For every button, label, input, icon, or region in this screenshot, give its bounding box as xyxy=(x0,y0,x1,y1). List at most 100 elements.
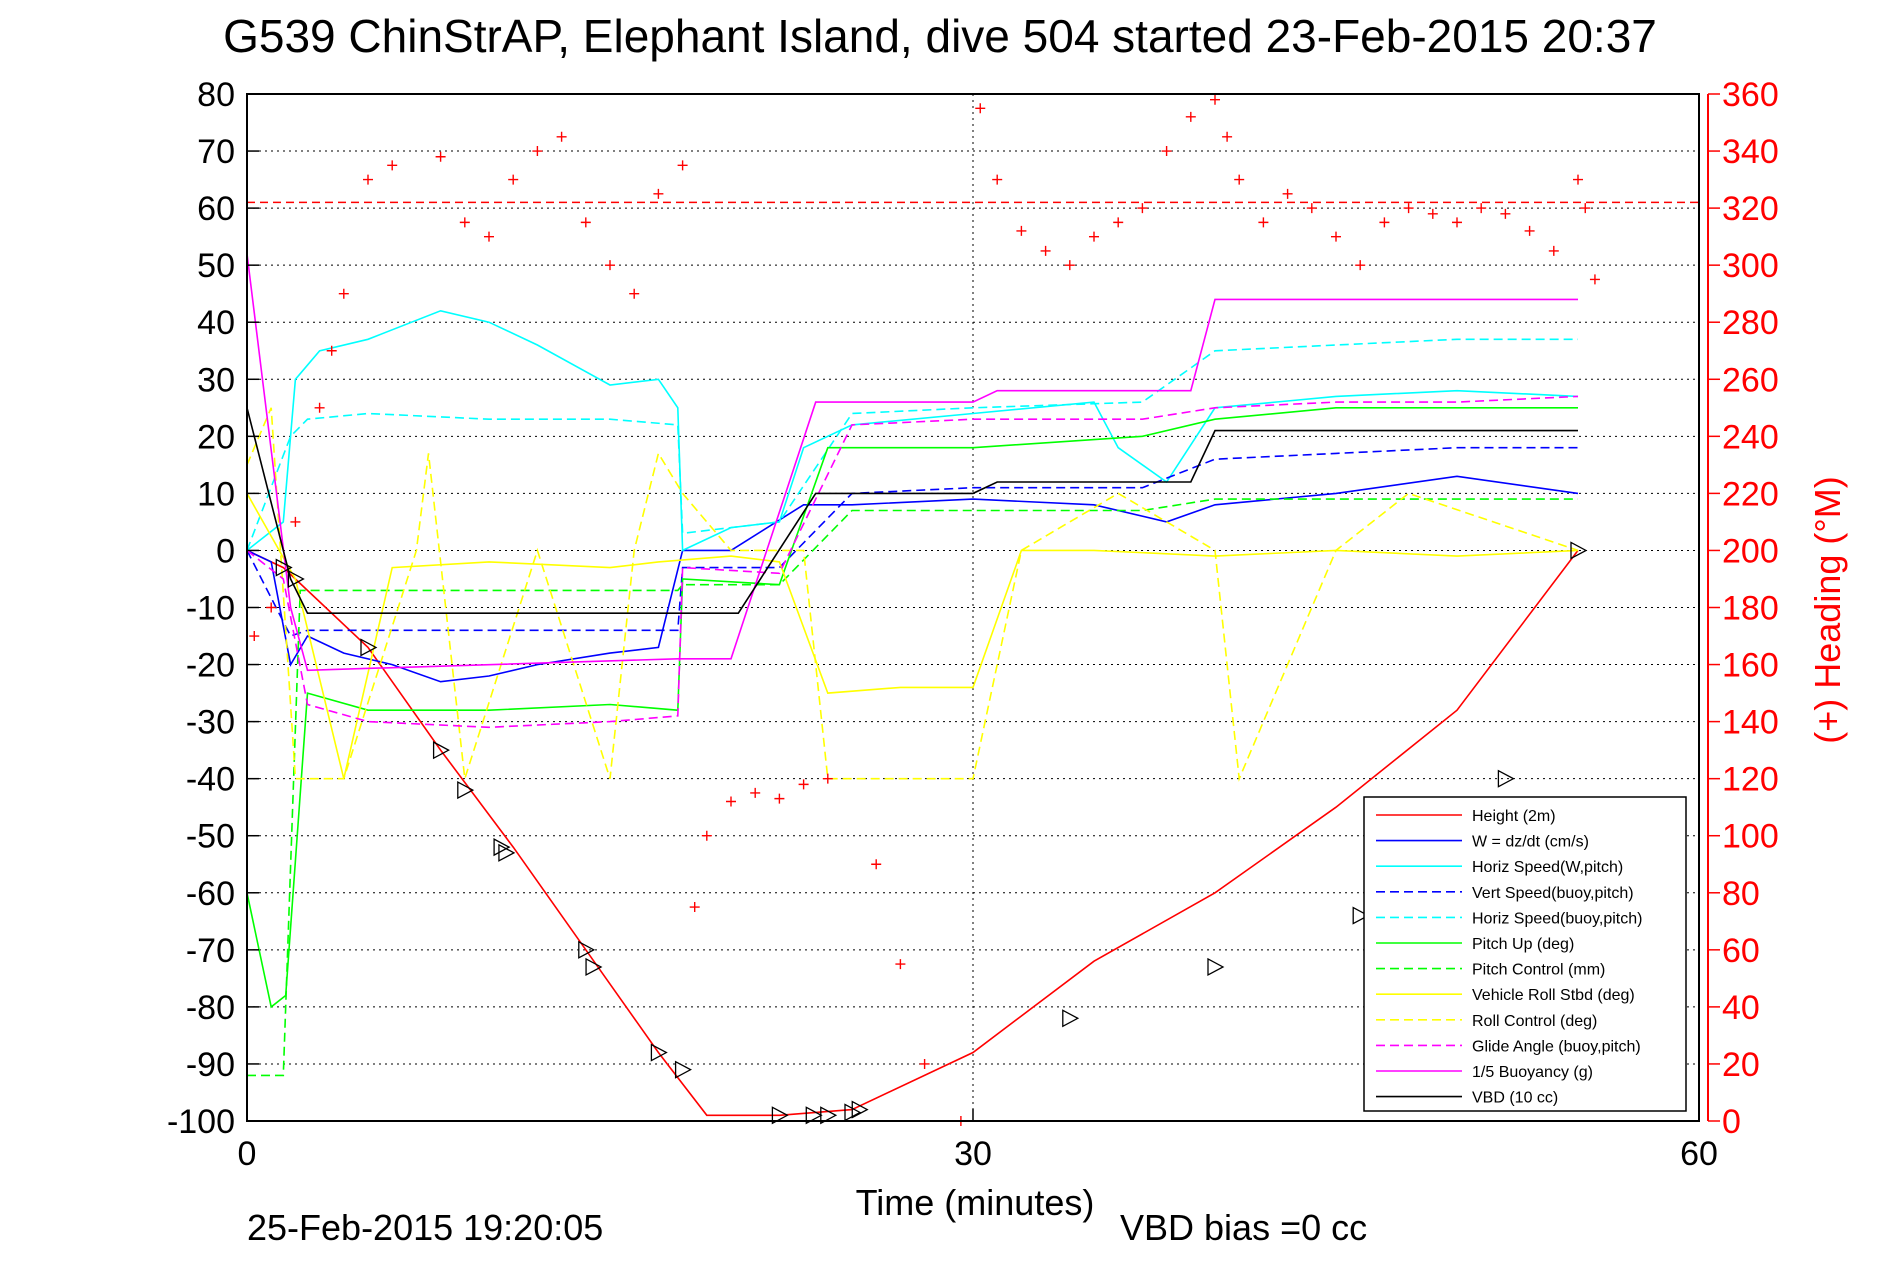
height-marker xyxy=(287,569,305,589)
y-tick-label: -80 xyxy=(186,989,235,1027)
height-marker xyxy=(851,1100,869,1119)
y-tick-label: 30 xyxy=(197,361,235,399)
series-line-vbd-10-cc xyxy=(246,407,1578,615)
legend-label-pitch-control-mm: Pitch Control (mm) xyxy=(1472,962,1605,979)
height-marker xyxy=(1207,957,1225,977)
heading-point xyxy=(290,516,301,527)
series-line-w-dz-dt-cm-s xyxy=(246,475,1579,683)
height-marker xyxy=(820,1106,838,1125)
y2-tick-label: 320 xyxy=(1722,190,1779,228)
height-marker xyxy=(432,741,450,760)
x-axis-label: Time (minutes) xyxy=(856,1182,1095,1223)
legend-label-glide-angle-buoy-pitch: Glide Angle (buoy,pitch) xyxy=(1472,1038,1641,1055)
heading-point xyxy=(992,174,1003,185)
heading-point xyxy=(1379,217,1390,228)
heading-point xyxy=(677,160,688,171)
heading-point xyxy=(1258,217,1269,228)
y-tick-label: -70 xyxy=(186,932,235,970)
series-line-horiz-speed-buoy-pitch xyxy=(246,338,1578,551)
legend-label-horiz-speed-buoy-pitch: Horiz Speed(buoy,pitch) xyxy=(1472,910,1642,927)
left-axis-ticks: 80 70 60 50 40 30 20 10 0 -10 -20 -30 -40 -50 -60 -70 -8… xyxy=(167,76,259,1141)
heading-point xyxy=(750,787,761,798)
heading-point xyxy=(363,174,373,185)
legend-label-vehicle-roll-stbd-deg: Vehicle Roll Stbd (deg) xyxy=(1472,987,1635,1004)
series-line-glide-angle-buoy-pitch xyxy=(246,395,1579,729)
heading-point xyxy=(689,902,700,913)
heading-point xyxy=(1331,231,1341,242)
heading-point xyxy=(653,188,664,199)
y-tick-label: -100 xyxy=(167,1103,235,1141)
heading-point xyxy=(459,217,470,228)
heading-point xyxy=(387,160,398,171)
heading-point xyxy=(435,151,446,162)
y2-tick-label: 160 xyxy=(1722,647,1779,685)
height-marker xyxy=(1497,769,1515,788)
y-tick-label: 80 xyxy=(197,76,235,114)
heading-point xyxy=(1064,260,1075,271)
heading-point xyxy=(629,288,640,299)
footer-note: VBD bias =0 cc xyxy=(1120,1207,1367,1248)
height-marker xyxy=(1570,541,1588,560)
series-line-horiz-speed-w-pitch xyxy=(246,309,1579,552)
x-axis-ticks: 0 30 60 xyxy=(238,1109,1718,1173)
heading-point xyxy=(726,796,736,807)
y2-tick-label: 200 xyxy=(1722,532,1779,570)
height-marker xyxy=(498,843,516,862)
height-marker xyxy=(805,1106,823,1125)
legend-label-roll-control-deg: Roll Control (deg) xyxy=(1472,1013,1597,1030)
y2-tick-label: 20 xyxy=(1722,1046,1760,1084)
chart-title: G539 ChinStrAP, Elephant Island, dive 50… xyxy=(223,10,1657,62)
heading-point xyxy=(871,859,882,870)
y2-tick-label: 240 xyxy=(1722,418,1779,456)
height-marker xyxy=(578,940,596,959)
legend: Height (2m) W = dz/dt (cm/s) Horiz Speed(W… xyxy=(1363,796,1687,1112)
height-marker xyxy=(360,638,378,657)
legend-label-w-dz-dt-cm-s: W = dz/dt (cm/s) xyxy=(1472,834,1589,851)
y2-tick-label: 260 xyxy=(1722,361,1779,399)
y2-tick-label: 60 xyxy=(1722,932,1760,970)
y2-axis-label: (+) Heading (°M) xyxy=(1807,476,1848,743)
y2-tick-label: 80 xyxy=(1722,875,1760,913)
y-tick-label: 60 xyxy=(197,190,235,228)
series-line-pitch-control-mm xyxy=(247,498,1578,1077)
legend-label-vbd-10-cc: VBD (10 cc) xyxy=(1472,1090,1558,1107)
heading-point xyxy=(798,779,809,790)
heading-point xyxy=(1210,94,1220,105)
y2-tick-label: 40 xyxy=(1722,989,1760,1027)
legend-label-height-2m: Height (2m) xyxy=(1472,808,1556,825)
series-line-1-5-buoyancy-g xyxy=(246,253,1578,672)
y2-tick-label: 360 xyxy=(1722,76,1779,114)
heading-point xyxy=(484,231,494,242)
y-tick-label: -10 xyxy=(186,590,235,628)
heading-points xyxy=(249,94,1600,1126)
right-axis-ticks: 3603403203002802602402202001801601401201… xyxy=(1708,76,1779,1141)
series-lines xyxy=(246,201,1699,1117)
heading-point xyxy=(532,146,543,157)
legend-box xyxy=(1363,796,1687,1112)
heading-point xyxy=(1089,231,1099,242)
heading-point xyxy=(1016,225,1027,236)
heading-point xyxy=(326,345,337,356)
heading-point xyxy=(919,1058,930,1069)
height-marker xyxy=(1062,1009,1080,1028)
y-tick-label: -40 xyxy=(186,761,235,799)
y2-tick-label: 100 xyxy=(1722,818,1779,856)
heading-point xyxy=(1113,217,1124,228)
heading-point xyxy=(605,260,615,271)
heading-point xyxy=(975,103,986,114)
heading-point xyxy=(1524,225,1535,236)
heading-point xyxy=(249,631,260,642)
heading-point xyxy=(1222,131,1233,142)
y-tick-label: -90 xyxy=(186,1046,235,1084)
heading-point xyxy=(266,602,277,613)
height-marker xyxy=(650,1043,668,1062)
heading-point xyxy=(1185,111,1196,122)
legend-label-1-5-buoyancy-g: 1/5 Buoyancy (g) xyxy=(1472,1064,1593,1081)
heading-point xyxy=(1589,274,1600,285)
y-tick-label: 40 xyxy=(197,304,235,342)
x-tick-label: 60 xyxy=(1680,1135,1718,1173)
x-tick-label: 0 xyxy=(238,1135,257,1173)
heading-point xyxy=(556,131,567,142)
heading-point xyxy=(1137,203,1148,214)
